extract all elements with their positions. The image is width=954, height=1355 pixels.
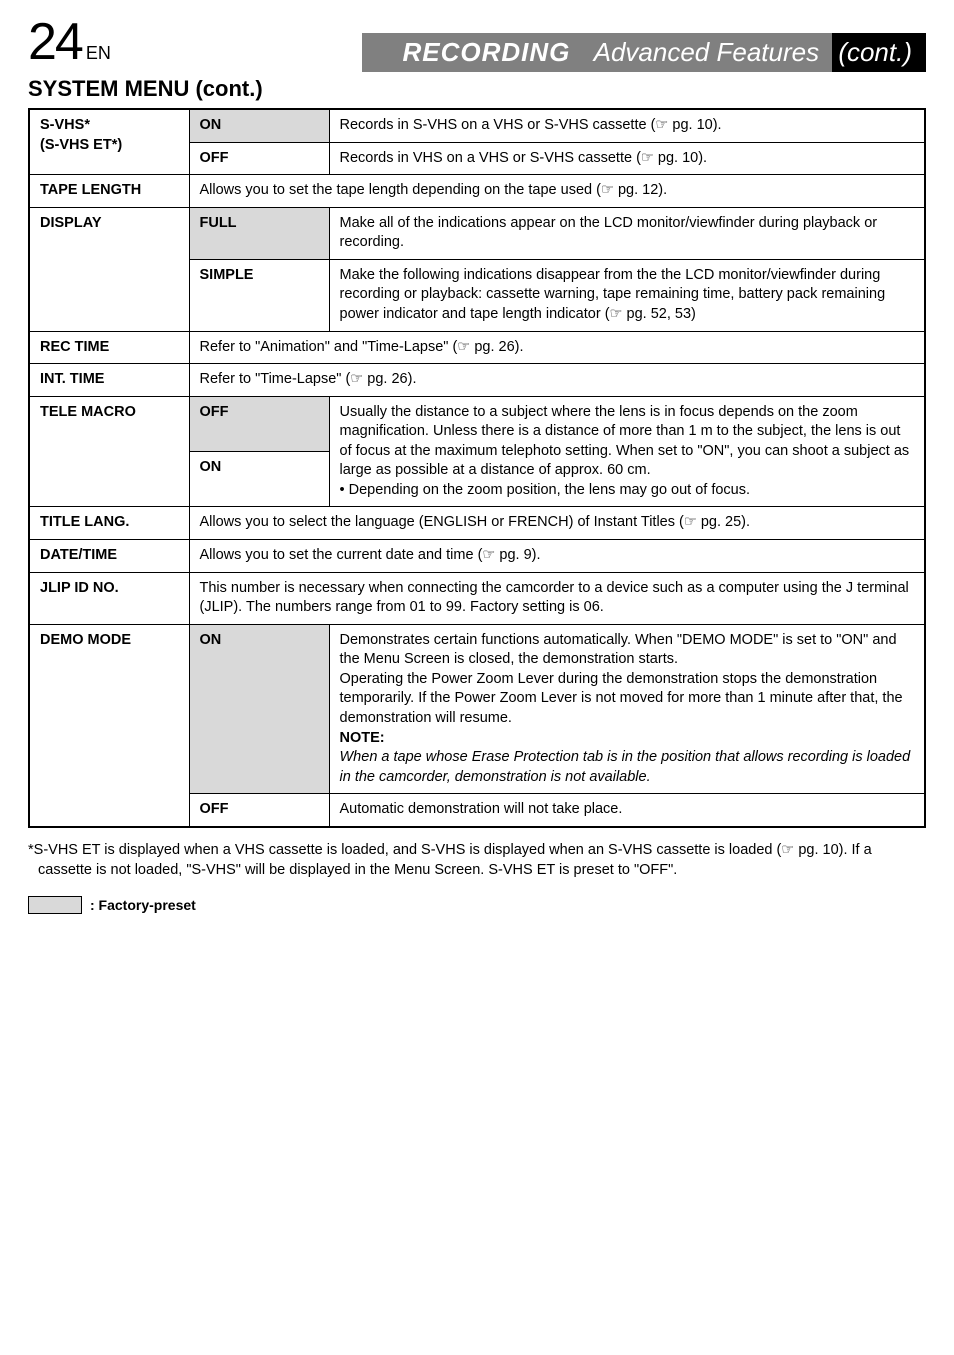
banner-cont: (cont.) xyxy=(832,33,926,72)
desc: Make all of the indications appear on th… xyxy=(329,207,925,259)
opt-off: OFF xyxy=(189,396,329,451)
banner-adv: Advanced Features xyxy=(580,33,832,72)
table-row: S-VHS* (S-VHS ET*) ON Records in S-VHS o… xyxy=(29,109,925,142)
desc: Refer to "Time-Lapse" (☞ pg. 26). xyxy=(189,364,925,397)
row-label-rectime: REC TIME xyxy=(29,331,189,364)
row-label-telemacro: TELE MACRO xyxy=(29,396,189,507)
row-label-demomode: DEMO MODE xyxy=(29,624,189,827)
table-row: TITLE LANG. Allows you to select the lan… xyxy=(29,507,925,540)
opt-full: FULL xyxy=(189,207,329,259)
factory-preset-label: : Factory-preset xyxy=(90,897,196,913)
opt-on: ON xyxy=(189,109,329,142)
preset-swatch xyxy=(28,896,82,914)
desc: Refer to "Animation" and "Time-Lapse" (☞… xyxy=(189,331,925,364)
desc: Allows you to set the current date and t… xyxy=(189,540,925,573)
desc: This number is necessary when connecting… xyxy=(189,572,925,624)
opt-off: OFF xyxy=(189,794,329,827)
desc: Allows you to set the tape length depend… xyxy=(189,175,925,208)
table-row: REC TIME Refer to "Animation" and "Time-… xyxy=(29,331,925,364)
desc: Usually the distance to a subject where … xyxy=(329,396,925,507)
opt-on: ON xyxy=(189,624,329,794)
page-lang-suffix: EN xyxy=(86,43,111,64)
row-label-inttime: INT. TIME xyxy=(29,364,189,397)
row-label-datetime: DATE/TIME xyxy=(29,540,189,573)
desc: Make the following indications disappear… xyxy=(329,259,925,331)
table-row: TELE MACRO OFF Usually the distance to a… xyxy=(29,396,925,451)
note-body: When a tape whose Erase Protection tab i… xyxy=(340,749,911,785)
desc: Allows you to select the language (ENGLI… xyxy=(189,507,925,540)
desc: Records in S-VHS on a VHS or S-VHS casse… xyxy=(329,109,925,142)
row-label-svhs: S-VHS* (S-VHS ET*) xyxy=(29,109,189,175)
banner-adv-text: Advanced Features xyxy=(594,37,819,67)
row-label-jlip: JLIP ID NO. xyxy=(29,572,189,624)
row-label-tapelength: TAPE LENGTH xyxy=(29,175,189,208)
page: 24 EN RECORDING Advanced Features (cont.… xyxy=(0,0,954,954)
demo-desc-body: Demonstrates certain functions automatic… xyxy=(340,632,903,726)
page-number-value: 24 xyxy=(28,12,82,72)
desc: Records in VHS on a VHS or S-VHS cassett… xyxy=(329,142,925,175)
table-row: DEMO MODE ON Demonstrates certain functi… xyxy=(29,624,925,794)
row-label-display: DISPLAY xyxy=(29,207,189,331)
table-row: TAPE LENGTH Allows you to set the tape l… xyxy=(29,175,925,208)
factory-preset-legend: : Factory-preset xyxy=(28,896,926,914)
banner-recording: RECORDING xyxy=(362,33,580,72)
header-bar: 24 EN RECORDING Advanced Features (cont.… xyxy=(28,12,926,72)
table-row: DATE/TIME Allows you to set the current … xyxy=(29,540,925,573)
opt-simple: SIMPLE xyxy=(189,259,329,331)
table-row: JLIP ID NO. This number is necessary whe… xyxy=(29,572,925,624)
desc: Demonstrates certain functions automatic… xyxy=(329,624,925,794)
table-row: INT. TIME Refer to "Time-Lapse" (☞ pg. 2… xyxy=(29,364,925,397)
page-number: 24 EN xyxy=(28,12,111,72)
note-heading: NOTE: xyxy=(340,730,385,746)
desc: Automatic demonstration will not take pl… xyxy=(329,794,925,827)
section-title: SYSTEM MENU (cont.) xyxy=(28,76,926,102)
title-banner: RECORDING Advanced Features (cont.) xyxy=(362,32,926,72)
opt-on: ON xyxy=(189,452,329,507)
row-label-titlelang: TITLE LANG. xyxy=(29,507,189,540)
footnote: *S-VHS ET is displayed when a VHS casset… xyxy=(28,840,926,881)
opt-off: OFF xyxy=(189,142,329,175)
table-row: DISPLAY FULL Make all of the indications… xyxy=(29,207,925,259)
system-menu-table: S-VHS* (S-VHS ET*) ON Records in S-VHS o… xyxy=(28,108,926,828)
